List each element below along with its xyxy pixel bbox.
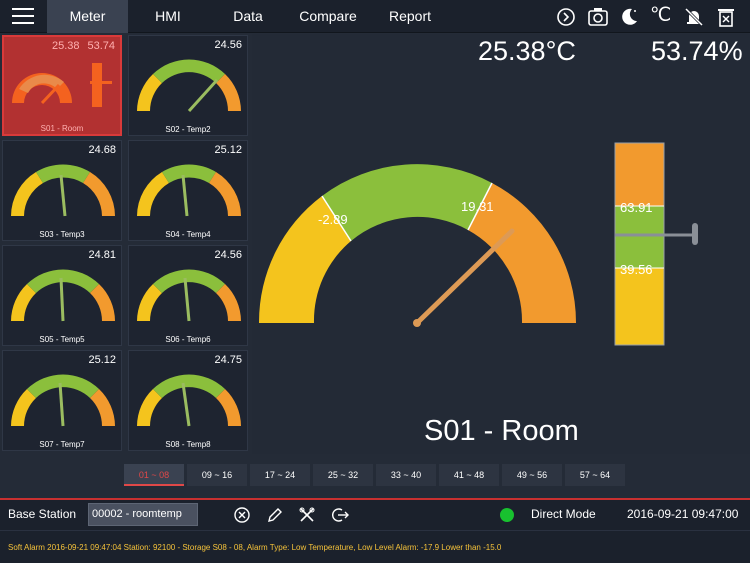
clear-icon[interactable] — [715, 6, 737, 28]
page-tab[interactable]: 41 ~ 48 — [439, 464, 499, 486]
tile-name: S08 - Temp8 — [165, 440, 211, 449]
mini-gauge — [137, 164, 241, 217]
tile-name: S02 - Temp2 — [165, 125, 211, 134]
page-tab[interactable]: 25 ~ 32 — [313, 464, 373, 486]
sensor-tile[interactable]: 25.12 S07 - Temp7 — [2, 350, 122, 451]
tile-value: 24.81 — [88, 249, 116, 261]
divider — [0, 498, 750, 500]
sensor-tile[interactable]: 24.56 S06 - Temp6 — [128, 245, 248, 346]
cancel-icon[interactable] — [233, 506, 251, 524]
sensor-tile[interactable]: 24.68 S03 - Temp3 — [2, 140, 122, 241]
mini-gauge — [137, 374, 241, 427]
edit-icon[interactable] — [266, 506, 284, 524]
page-tab[interactable]: 17 ~ 24 — [250, 464, 310, 486]
tile-value: 25.12 — [214, 144, 242, 156]
connection-status-dot — [500, 508, 514, 522]
tile-value: 24.56 — [214, 249, 242, 261]
page-tab[interactable]: 09 ~ 16 — [187, 464, 247, 486]
gauge-high-label: 19.31 — [461, 199, 494, 214]
mini-gauge — [11, 374, 115, 427]
humidity-readout: 53.74% — [651, 36, 743, 66]
mini-gauge — [11, 164, 115, 217]
station-select[interactable]: 00002 - roomtemp — [88, 503, 198, 526]
mini-gauge — [137, 59, 241, 113]
page-tab[interactable]: 57 ~ 64 — [565, 464, 625, 486]
tab-compare[interactable]: Compare — [299, 8, 357, 24]
alarm-bar: Soft Alarm 2016-09-21 09:47:04 Station: … — [0, 530, 750, 563]
base-station-label: Base Station — [8, 507, 77, 521]
page-tab[interactable]: 01 ~ 08 — [124, 464, 184, 486]
night-mode-icon[interactable] — [618, 6, 640, 28]
tile-name: S04 - Temp4 — [165, 230, 211, 239]
tile-hum-value: 53.74 — [87, 40, 115, 52]
page-tab[interactable]: 49 ~ 56 — [502, 464, 562, 486]
bar-low-label: 39.56 — [620, 262, 653, 277]
big-gauge — [258, 142, 698, 346]
mode-label: Direct Mode — [531, 507, 596, 521]
sensor-tile[interactable]: 24.56 S02 - Temp2 — [128, 35, 248, 136]
sensor-tile[interactable]: 24.75 S08 - Temp8 — [128, 350, 248, 451]
sensor-tile[interactable]: 25.38 53.74 S01 - Room — [2, 35, 122, 136]
tile-value: 24.68 — [88, 144, 116, 156]
tile-name: S07 - Temp7 — [39, 440, 85, 449]
mini-gauge — [12, 63, 112, 107]
tile-value: 24.56 — [214, 39, 242, 51]
sign-out-icon[interactable] — [331, 506, 349, 524]
tab-data[interactable]: Data — [233, 8, 263, 24]
station-bar: Base Station 00002 - roomtemp Direct Mod… — [0, 500, 750, 530]
tab-meter[interactable]: Meter — [47, 0, 128, 33]
alarm-message: Soft Alarm 2016-09-21 09:47:04 Station: … — [8, 543, 502, 552]
tile-value: 25.12 — [88, 354, 116, 366]
tile-value: 24.75 — [214, 354, 242, 366]
gauge-low-label: -2.89 — [318, 212, 348, 227]
tile-name: S05 - Temp5 — [39, 335, 85, 344]
tools-icon[interactable] — [298, 506, 316, 524]
mini-gauge — [137, 269, 241, 322]
sensor-name-title: S01 - Room — [424, 415, 579, 447]
tile-name: S06 - Temp6 — [165, 335, 211, 344]
sensor-tile[interactable]: 25.12 S04 - Temp4 — [128, 140, 248, 241]
tab-report[interactable]: Report — [388, 8, 432, 24]
sensor-tile[interactable]: 24.81 S05 - Temp5 — [2, 245, 122, 346]
alarm-mute-icon[interactable] — [683, 6, 705, 28]
temperature-readout: 25.38°C — [478, 36, 576, 66]
sync-icon[interactable] — [555, 6, 577, 28]
bar-high-label: 63.91 — [620, 200, 653, 215]
main-meter-panel: -2.89 19.31 63.91 39.56 — [252, 34, 750, 454]
top-bar: Meter HMI Data Compare Report ℃ — [0, 0, 750, 33]
page-tab[interactable]: 33 ~ 40 — [376, 464, 436, 486]
datetime-label: 2016-09-21 09:47:00 — [627, 507, 739, 521]
camera-icon[interactable] — [587, 6, 609, 28]
mini-gauge — [11, 269, 115, 322]
celsius-icon[interactable]: ℃ — [650, 5, 672, 26]
tile-name: S03 - Temp3 — [39, 230, 85, 239]
menu-icon[interactable] — [12, 8, 34, 25]
tile-temp-value: 25.38 — [52, 40, 80, 52]
tab-hmi[interactable]: HMI — [155, 8, 181, 24]
tile-name: S01 - Room — [40, 124, 84, 133]
